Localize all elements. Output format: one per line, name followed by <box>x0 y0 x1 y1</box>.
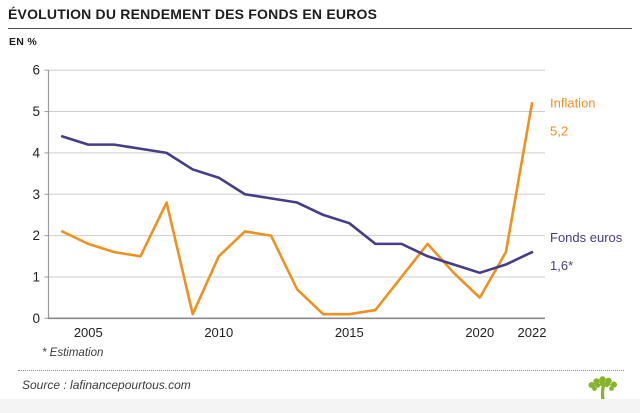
y-tick-label: 4 <box>32 145 40 160</box>
x-tick-label: 2020 <box>465 325 494 340</box>
y-tick-label: 0 <box>32 311 40 326</box>
line-chart: 0 1 2 3 4 5 6 2005 2010 2015 2020 2022 Inflation 5,2 F… <box>32 63 622 340</box>
page-title: ÉVOLUTION DU RENDEMENT DES FONDS EN EURO… <box>8 6 378 22</box>
tree-branch <box>592 383 603 387</box>
y-tick-label: 6 <box>32 63 40 78</box>
estimation-footnote: * Estimation <box>42 347 104 359</box>
y-tick-label: 3 <box>32 187 40 202</box>
y-axis-unit-label: EN % <box>9 36 38 48</box>
tree-branch <box>603 383 614 386</box>
x-tick-label: 2022 <box>518 325 547 340</box>
fonds-euros-line <box>60 135 534 275</box>
fonds-euros-end-value: 1,6* <box>550 258 573 273</box>
tree-foliage <box>611 381 617 388</box>
y-tick-label: 5 <box>32 104 40 119</box>
x-tick-label: 2010 <box>204 325 233 340</box>
tree-branch <box>603 380 609 385</box>
tree-foliage <box>593 378 600 385</box>
inflation-line <box>60 101 534 316</box>
y-tick-label: 1 <box>32 269 40 284</box>
footer-separator <box>18 370 624 371</box>
tree-foliage <box>588 382 595 388</box>
data-series <box>60 101 534 316</box>
tree-branch <box>597 381 604 385</box>
source-credit: Source : lafinancepourtous.com <box>22 378 191 392</box>
footer-background-strip <box>0 399 640 413</box>
inflation-end-label: Inflation <box>550 95 596 110</box>
tree-foliage <box>592 386 597 391</box>
fonds-euros-end-label: Fonds euros <box>550 230 623 245</box>
title-underline <box>8 28 632 29</box>
axes <box>44 69 545 320</box>
x-tick-label: 2005 <box>74 325 103 340</box>
x-tick-label: 2015 <box>335 325 364 340</box>
y-tick-label: 2 <box>32 228 40 243</box>
inflation-end-value: 5,2 <box>550 123 568 138</box>
gridlines <box>48 69 545 278</box>
axis-and-series-labels: 0 1 2 3 4 5 6 2005 2010 2015 2020 2022 Inflation 5,2 F… <box>32 63 622 340</box>
tree-foliage <box>599 376 606 383</box>
tree-foliage <box>609 386 614 391</box>
